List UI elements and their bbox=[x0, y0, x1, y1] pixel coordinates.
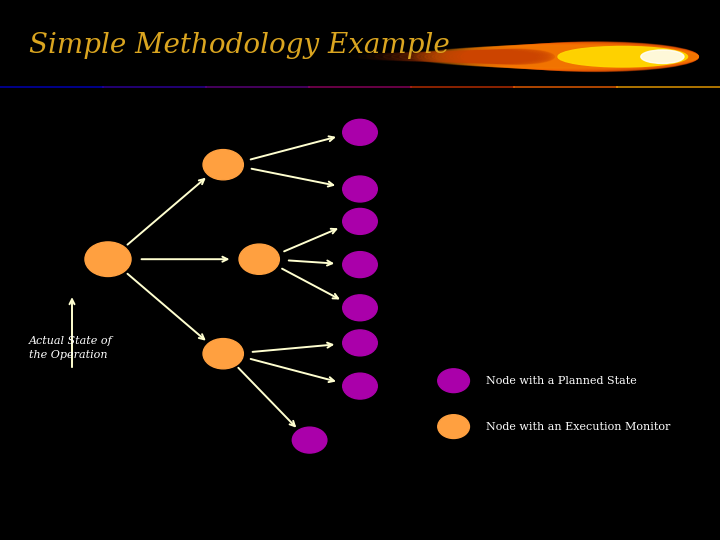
Ellipse shape bbox=[461, 44, 698, 70]
Ellipse shape bbox=[433, 50, 543, 63]
Ellipse shape bbox=[428, 45, 698, 69]
Text: Node with an Execution Monitor: Node with an Execution Monitor bbox=[486, 422, 670, 431]
Circle shape bbox=[203, 150, 243, 180]
Ellipse shape bbox=[468, 43, 698, 70]
Ellipse shape bbox=[436, 45, 698, 69]
Circle shape bbox=[343, 119, 377, 145]
Ellipse shape bbox=[472, 43, 698, 70]
Ellipse shape bbox=[414, 46, 698, 68]
Circle shape bbox=[438, 415, 469, 438]
Circle shape bbox=[343, 295, 377, 321]
Circle shape bbox=[203, 339, 243, 369]
Ellipse shape bbox=[416, 51, 539, 63]
Ellipse shape bbox=[425, 50, 541, 63]
Circle shape bbox=[438, 369, 469, 393]
Ellipse shape bbox=[450, 44, 698, 69]
Ellipse shape bbox=[466, 50, 551, 64]
Circle shape bbox=[343, 208, 377, 234]
Ellipse shape bbox=[558, 46, 688, 67]
Ellipse shape bbox=[490, 42, 698, 71]
Ellipse shape bbox=[458, 50, 549, 64]
Ellipse shape bbox=[383, 51, 531, 62]
Circle shape bbox=[239, 244, 279, 274]
Text: Actual State of
the Operation: Actual State of the Operation bbox=[29, 336, 112, 360]
Ellipse shape bbox=[486, 42, 698, 71]
Ellipse shape bbox=[449, 50, 546, 64]
Circle shape bbox=[343, 373, 377, 399]
Ellipse shape bbox=[443, 44, 698, 69]
Ellipse shape bbox=[410, 46, 698, 68]
Ellipse shape bbox=[482, 49, 554, 64]
Ellipse shape bbox=[454, 44, 698, 70]
Circle shape bbox=[343, 330, 377, 356]
Ellipse shape bbox=[421, 45, 698, 68]
Circle shape bbox=[343, 176, 377, 202]
Ellipse shape bbox=[475, 43, 698, 71]
Ellipse shape bbox=[432, 45, 698, 69]
Ellipse shape bbox=[375, 52, 530, 62]
Ellipse shape bbox=[479, 43, 698, 71]
Circle shape bbox=[292, 427, 327, 453]
Ellipse shape bbox=[441, 50, 545, 63]
Text: Node with a Planned State: Node with a Planned State bbox=[486, 376, 636, 386]
Circle shape bbox=[343, 252, 377, 278]
Ellipse shape bbox=[493, 42, 698, 71]
Ellipse shape bbox=[464, 43, 698, 70]
Ellipse shape bbox=[641, 50, 684, 63]
Circle shape bbox=[85, 242, 131, 276]
Ellipse shape bbox=[497, 42, 698, 71]
Ellipse shape bbox=[425, 45, 698, 68]
Ellipse shape bbox=[482, 43, 698, 71]
Ellipse shape bbox=[408, 51, 537, 63]
Ellipse shape bbox=[457, 44, 698, 70]
Ellipse shape bbox=[439, 45, 698, 69]
Ellipse shape bbox=[392, 51, 534, 62]
Ellipse shape bbox=[474, 49, 552, 64]
Ellipse shape bbox=[400, 51, 536, 62]
Text: Simple Methodology Example: Simple Methodology Example bbox=[29, 32, 449, 59]
Ellipse shape bbox=[446, 44, 698, 69]
Ellipse shape bbox=[418, 45, 698, 68]
